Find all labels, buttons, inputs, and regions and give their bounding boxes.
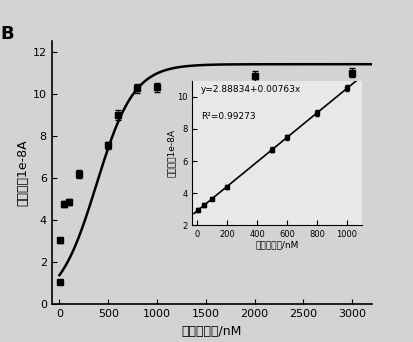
- Text: y=2.88834+0.00763x: y=2.88834+0.00763x: [201, 85, 301, 94]
- X-axis label: 氯霹素浓度/nM: 氯霹素浓度/nM: [181, 325, 242, 338]
- Y-axis label: 电流値／1e-8A: 电流値／1e-8A: [167, 129, 176, 177]
- Y-axis label: 电流値／1e-8A: 电流値／1e-8A: [17, 140, 30, 206]
- X-axis label: 氯霹素浓度/nM: 氯霹素浓度/nM: [256, 241, 299, 250]
- Text: R²=0.99273: R²=0.99273: [201, 113, 256, 121]
- Text: B: B: [0, 25, 14, 43]
